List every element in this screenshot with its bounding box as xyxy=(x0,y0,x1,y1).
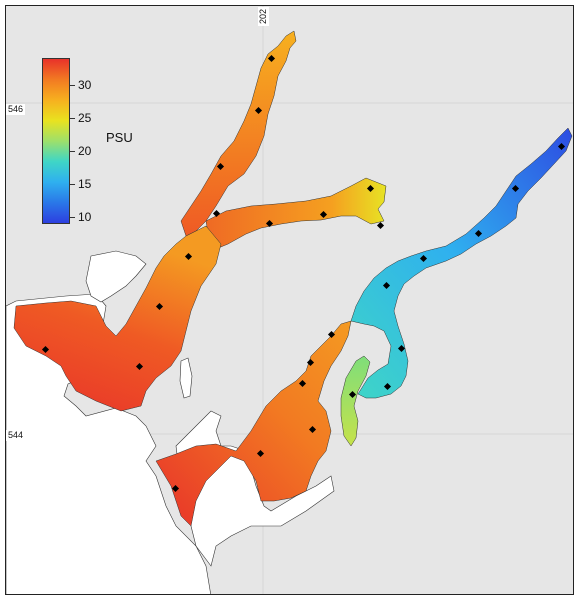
water-blue-fjord xyxy=(350,127,573,399)
station-marker xyxy=(376,221,385,230)
station-marker xyxy=(382,281,391,290)
colorbar-tick-label: 15 xyxy=(78,177,92,192)
land-areas xyxy=(6,250,335,594)
colorbar-tick-label: 25 xyxy=(78,110,92,125)
station-marker xyxy=(419,254,428,263)
station-marker xyxy=(155,302,164,311)
water-east-arm xyxy=(205,177,387,252)
colorbar-tick-label: 20 xyxy=(78,143,92,158)
station-markers xyxy=(41,54,566,493)
axis-tick-label: 202 xyxy=(258,6,269,26)
colorbar-legend: 30 25 20 15 10 PSU xyxy=(42,58,133,228)
colorbar-tick xyxy=(70,184,75,186)
land-central-islet xyxy=(179,357,193,399)
water-lower-fjord xyxy=(155,320,352,527)
station-marker xyxy=(511,184,520,193)
station-marker xyxy=(184,252,193,261)
colorbar-tick-label: 30 xyxy=(78,77,92,92)
station-marker xyxy=(366,184,375,193)
station-marker xyxy=(265,219,274,228)
station-marker xyxy=(474,229,483,238)
water-green-branch xyxy=(340,355,371,447)
station-marker xyxy=(383,382,392,391)
station-marker xyxy=(267,54,276,63)
salinity-map xyxy=(6,6,573,594)
station-marker xyxy=(319,210,328,219)
colorbar-gradient xyxy=(42,58,70,224)
water-areas xyxy=(13,30,573,527)
station-marker xyxy=(557,142,566,151)
station-marker xyxy=(41,345,50,354)
colorbar-tick-label: 10 xyxy=(78,210,92,225)
land-west-island xyxy=(85,250,147,303)
station-marker xyxy=(256,449,265,458)
station-marker xyxy=(308,425,317,434)
axis-tick-label: 544 xyxy=(6,430,26,441)
station-marker xyxy=(212,209,221,218)
colorbar-tick xyxy=(70,150,75,152)
colorbar-tick xyxy=(70,117,75,119)
station-marker xyxy=(254,106,263,115)
colorbar-tick xyxy=(70,217,75,219)
colorbar-tick xyxy=(70,84,75,86)
map-frame: 202 546 544 30 25 20 15 10 PSU xyxy=(5,5,574,595)
water-north-fjord xyxy=(180,30,297,237)
station-marker xyxy=(298,379,307,388)
station-marker xyxy=(135,362,144,371)
station-marker xyxy=(397,344,406,353)
station-marker xyxy=(327,330,336,339)
axis-tick-label: 546 xyxy=(6,104,26,115)
station-marker xyxy=(348,390,357,399)
station-marker xyxy=(306,358,315,367)
station-marker xyxy=(216,162,225,171)
water-main-basin xyxy=(13,225,222,412)
station-marker xyxy=(171,484,180,493)
colorbar-units: PSU xyxy=(106,130,133,145)
